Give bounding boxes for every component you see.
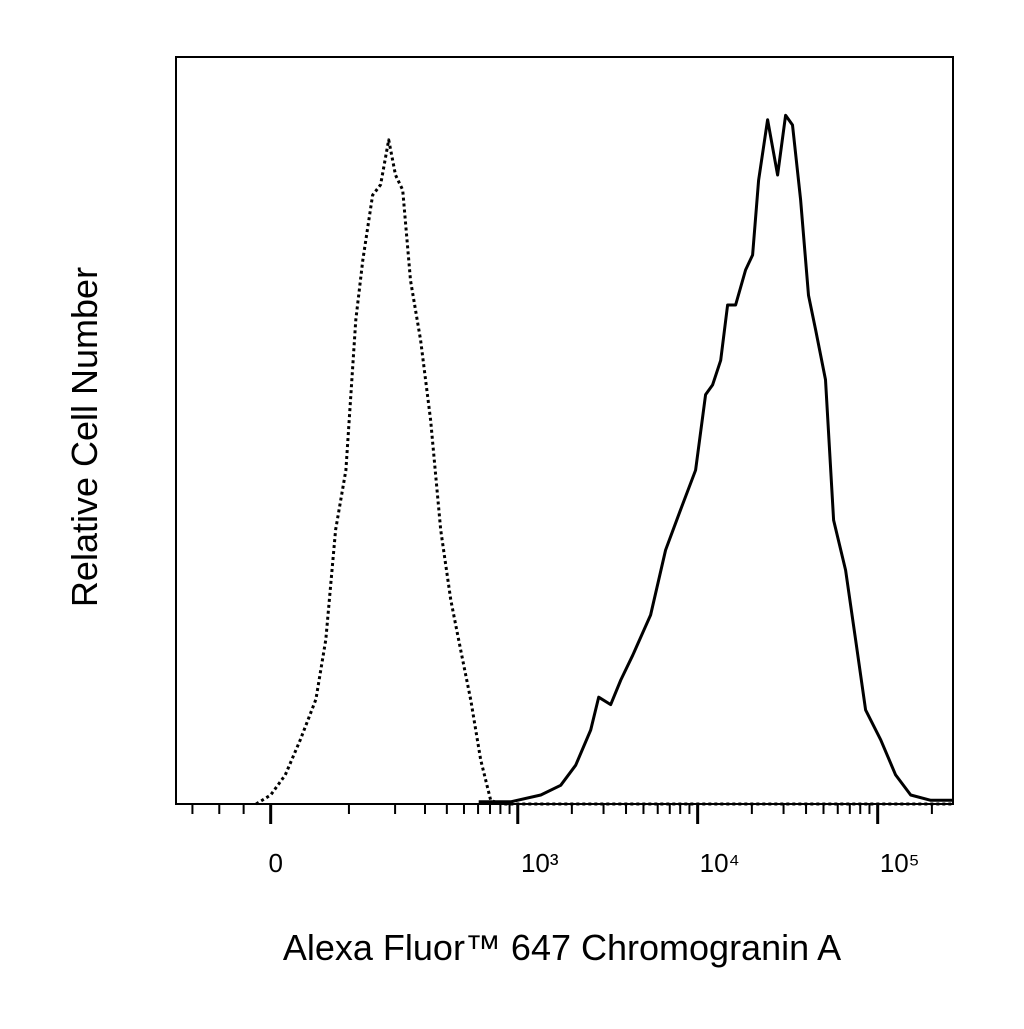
x-axis-label: Alexa Fluor™ 647 Chromogranin A [283,927,841,968]
histogram-line [255,138,953,806]
plot-frame [175,56,954,805]
y-axis-label: Relative Cell Number [64,267,105,607]
x-tick-label: 0 [268,848,282,878]
histogram-line [478,113,953,804]
x-tick-label: 10⁴ [700,848,740,878]
x-tick-label: 10³ [521,848,559,878]
x-tick-label: 10⁵ [880,848,920,878]
